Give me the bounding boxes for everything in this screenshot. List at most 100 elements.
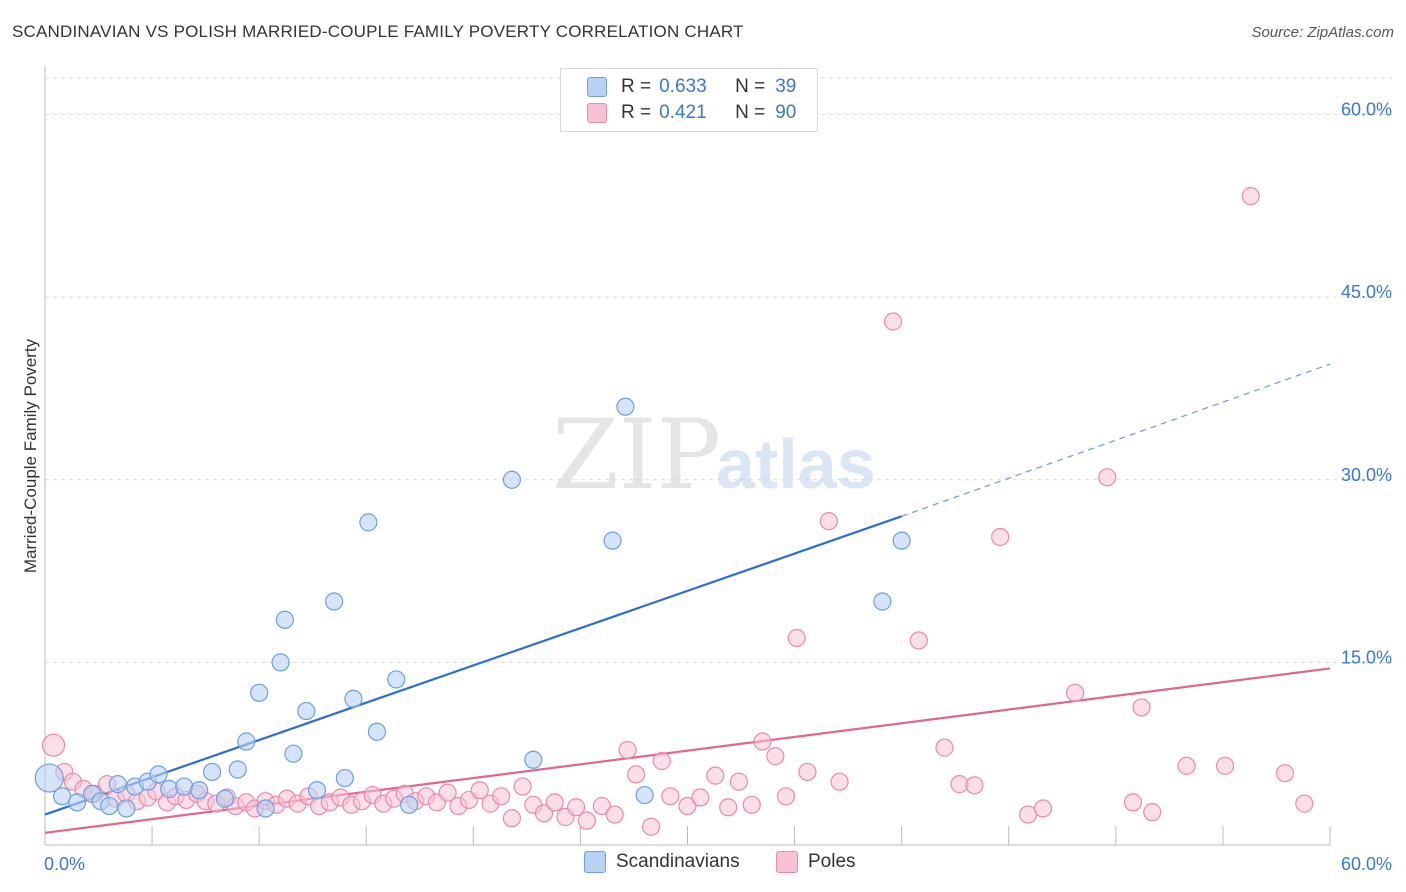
scandinavians-point [603,531,622,550]
poles-point [729,772,749,791]
poles-point [706,766,725,785]
poles-point [438,783,457,802]
legend-r-value: 0.421 [659,102,707,123]
scandinavians-point [502,470,521,489]
x-tick-label-max: 60.0% [1341,854,1392,874]
poles-point [492,787,511,806]
scandinavians-point [228,760,247,779]
poles-point [1132,698,1151,717]
poles-point [766,747,785,766]
poles-point [577,811,596,830]
x-tick-label-min: 0.0% [44,854,85,874]
legend-row-scandinavians: R = 0.633 N = 39 [587,75,796,99]
poles-point [1098,468,1117,487]
poles-point [1275,764,1295,783]
poles-point [787,628,806,648]
legend-swatch-blue [584,851,606,873]
y-tick-label: 60.0% [1341,100,1392,120]
legend-item-poles[interactable]: Poles [776,851,856,873]
scandinavians-point [635,785,654,805]
y-tick-label: 15.0% [1341,647,1392,667]
legend-swatch-pink [587,103,607,123]
poles-point [935,738,954,757]
poles-point [1177,756,1196,775]
scandinavians-point [190,781,209,800]
scandinavians-point [307,781,327,800]
scandinavians-point [117,799,136,818]
chart-source: Source: ZipAtlas.com [1251,24,1394,41]
scandinavians-point [100,796,119,816]
poles-point [652,751,671,771]
poles-point [965,776,984,795]
poles-point [830,772,849,791]
poles-point [1295,794,1314,813]
scandinavians-point [399,795,419,814]
poles-point [798,762,817,782]
legend-swatch-blue [587,77,607,97]
legend-n-label: N = [735,102,766,123]
scandinavians-point [108,775,127,794]
poles-point [742,795,761,814]
legend-n-value: 90 [775,102,797,123]
axes: 15.0% 30.0% 45.0% 60.0% 0.0% 60.0% [44,66,1392,874]
scandinavians-point [34,763,64,793]
poles-point [41,733,66,757]
series-legend: Scandinavians Poles [0,851,1406,879]
poles-point [1033,799,1053,818]
stats-legend: R = 0.633 N = 39 R = 0.421 N = 90 [560,68,818,132]
scandinavians-point [284,744,303,763]
scandinavians-point [616,397,635,416]
legend-item-scandinavians[interactable]: Scandinavians [584,851,740,873]
poles-point [678,796,697,816]
poles-point [618,740,637,760]
poles-point [534,804,554,823]
scandinavians-point [335,768,354,788]
scandinavians-points [34,397,911,818]
poles-point [545,793,564,812]
poles-point [626,765,646,784]
scandinavians-point [344,689,363,709]
scandinavians-point [256,799,275,818]
y-tick-label: 30.0% [1341,465,1392,485]
scandinavians-trend-extension [901,363,1331,517]
poles-point [776,787,796,806]
scandinavians-point [215,789,234,808]
scandinavians-point [387,670,406,689]
y-tick-label: 45.0% [1341,282,1392,302]
scandinavians-point [892,531,911,550]
legend-label-scandinavians: Scandinavians [616,851,740,872]
poles-point [605,805,624,824]
legend-swatch-pink [776,851,798,873]
scandinavians-point [297,701,316,721]
poles-points [41,186,1314,836]
y-axis-label: Married-Couple Family Poverty [21,338,40,573]
scandinavians-point [250,683,269,702]
scandinavians-point [175,777,194,796]
poles-point [641,817,661,836]
gridlines [45,77,1392,663]
poles-point [950,775,969,794]
poles-point [1123,793,1143,812]
poles-point [719,798,738,817]
poles-point [592,796,611,816]
scandinavians-trend-line [44,515,903,816]
scandinavians-point [237,732,256,751]
poles-point [1066,683,1085,702]
poles-point [883,312,903,331]
poles-point [691,788,710,807]
poles-point [567,798,586,817]
scandinavians-point [367,722,387,741]
poles-point [753,732,772,751]
watermark-atlas: atlas [716,425,876,503]
poles-point [991,527,1010,547]
legend-row-poles: R = 0.421 N = 90 [587,101,796,125]
scandinavians-point [68,793,87,812]
poles-point [1143,803,1162,822]
chart-title: SCANDINAVIAN VS POLISH MARRIED-COUPLE FA… [12,22,744,41]
poles-point [502,809,521,828]
scandinavians-point [359,513,378,532]
legend-n-value: 39 [775,76,797,97]
scandinavians-point [325,592,344,611]
poles-point [1241,186,1260,206]
watermark: ZIP atlas [552,399,876,511]
